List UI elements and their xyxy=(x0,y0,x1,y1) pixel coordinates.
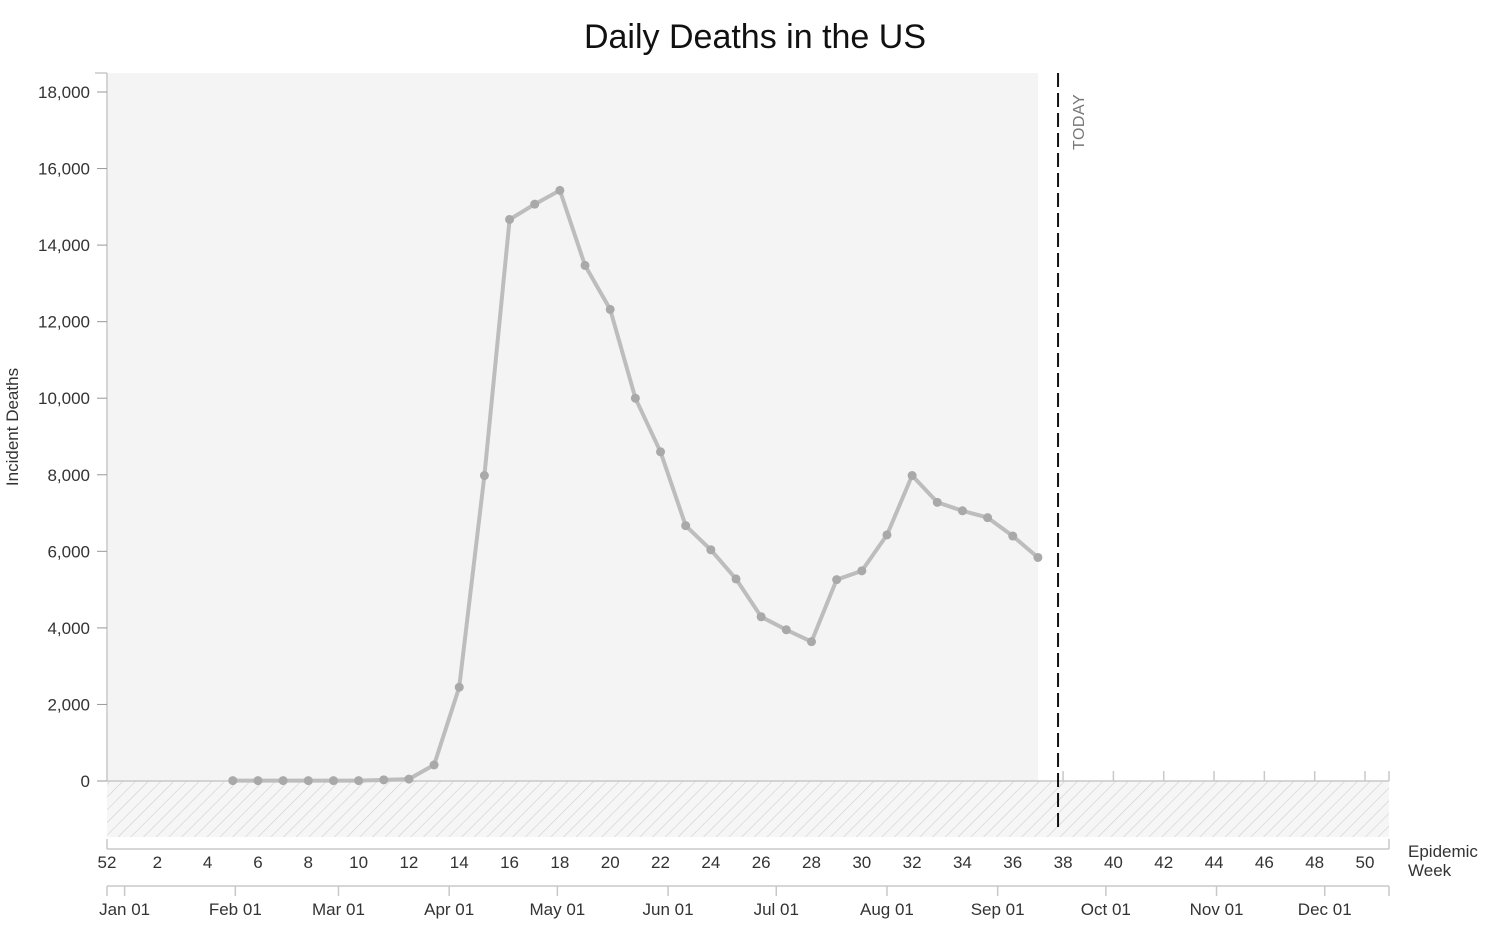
data-point xyxy=(379,775,389,785)
data-point xyxy=(505,214,515,224)
negative-hatched-band xyxy=(107,781,1389,837)
month-tick-label: Sep 01 xyxy=(971,900,1025,919)
data-point xyxy=(605,304,615,314)
week-axis-title-line: Week xyxy=(1408,861,1452,880)
data-point xyxy=(857,566,867,576)
data-point xyxy=(328,776,338,786)
y-tick-label: 8,000 xyxy=(47,466,90,485)
today-label: TODAY xyxy=(1071,94,1088,150)
data-point xyxy=(756,612,766,622)
week-tick-label: 28 xyxy=(802,853,821,872)
week-tick-label: 52 xyxy=(98,853,117,872)
week-tick-label: 2 xyxy=(153,853,162,872)
data-point xyxy=(630,393,640,403)
data-point xyxy=(907,471,917,481)
y-tick-label: 18,000 xyxy=(38,83,90,102)
week-tick-label: 4 xyxy=(203,853,212,872)
week-tick-label: 16 xyxy=(500,853,519,872)
month-tick-label: Dec 01 xyxy=(1298,900,1352,919)
y-tick-label: 2,000 xyxy=(47,695,90,714)
chart-title: Daily Deaths in the US xyxy=(583,18,927,56)
y-tick-label: 12,000 xyxy=(38,313,90,332)
month-tick-label: Oct 01 xyxy=(1081,900,1131,919)
week-tick-label: 18 xyxy=(550,853,569,872)
month-tick-label: Jul 01 xyxy=(754,900,799,919)
week-tick-label: 32 xyxy=(903,853,922,872)
data-point xyxy=(806,637,816,647)
y-tick-label: 10,000 xyxy=(38,389,90,408)
month-tick-label: May 01 xyxy=(529,900,585,919)
y-tick-label: 16,000 xyxy=(38,160,90,179)
y-tick-label: 14,000 xyxy=(38,236,90,255)
data-point xyxy=(706,545,716,555)
data-point xyxy=(303,776,313,786)
month-tick-label: Jan 01 xyxy=(99,900,150,919)
data-point xyxy=(957,506,967,516)
data-point xyxy=(580,260,590,270)
data-point xyxy=(882,530,892,540)
data-point xyxy=(454,682,464,692)
data-point xyxy=(354,776,364,786)
data-point xyxy=(731,574,741,584)
week-tick-label: 12 xyxy=(399,853,418,872)
observed-region-background xyxy=(107,73,1038,781)
data-point xyxy=(479,471,489,481)
week-tick-label: 50 xyxy=(1356,853,1375,872)
week-tick-label: 44 xyxy=(1205,853,1224,872)
data-point xyxy=(530,199,540,209)
y-tick-label: 4,000 xyxy=(47,619,90,638)
data-point xyxy=(983,513,993,523)
week-tick-label: 46 xyxy=(1255,853,1274,872)
week-tick-label: 26 xyxy=(752,853,771,872)
week-tick-label: 30 xyxy=(852,853,871,872)
month-tick-label: Feb 01 xyxy=(209,900,262,919)
week-tick-label: 36 xyxy=(1003,853,1022,872)
data-point xyxy=(656,447,666,457)
data-point xyxy=(932,497,942,507)
data-point xyxy=(404,774,414,784)
week-tick-label: 42 xyxy=(1154,853,1173,872)
data-point xyxy=(1008,531,1018,541)
y-tick-label: 6,000 xyxy=(47,542,90,561)
data-point xyxy=(228,776,238,786)
month-tick-label: Apr 01 xyxy=(424,900,474,919)
data-point xyxy=(832,575,842,585)
week-tick-label: 48 xyxy=(1305,853,1324,872)
week-tick-label: 14 xyxy=(450,853,469,872)
y-axis-title: Incident Deaths xyxy=(3,368,22,486)
week-tick-label: 38 xyxy=(1054,853,1073,872)
y-tick-label: 0 xyxy=(81,772,90,791)
week-axis-title-line: Epidemic xyxy=(1408,842,1478,861)
data-point xyxy=(681,521,691,531)
data-point xyxy=(555,185,565,195)
data-point xyxy=(253,776,263,786)
week-tick-label: 22 xyxy=(651,853,670,872)
week-tick-label: 34 xyxy=(953,853,972,872)
week-tick-label: 10 xyxy=(349,853,368,872)
week-tick-label: 24 xyxy=(701,853,720,872)
month-tick-label: Mar 01 xyxy=(312,900,365,919)
data-point xyxy=(429,760,439,770)
month-tick-label: Nov 01 xyxy=(1190,900,1244,919)
data-point xyxy=(278,776,288,786)
week-tick-label: 6 xyxy=(253,853,262,872)
data-point xyxy=(781,625,791,635)
data-point xyxy=(1033,552,1043,562)
week-axis-title: Epidemic Week xyxy=(1408,842,1478,880)
month-tick-label: Aug 01 xyxy=(860,900,914,919)
week-tick-label: 8 xyxy=(304,853,313,872)
month-tick-label: Jun 01 xyxy=(643,900,694,919)
week-tick-label: 40 xyxy=(1104,853,1123,872)
week-tick-label: 20 xyxy=(601,853,620,872)
